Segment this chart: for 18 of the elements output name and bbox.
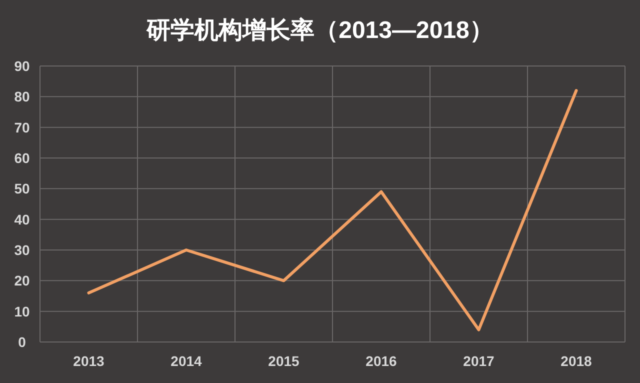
line-series: [87, 89, 578, 332]
x-tick-label: 2018: [560, 353, 592, 369]
x-tick-label: 2014: [170, 353, 202, 369]
x-tick-label: 2016: [366, 353, 398, 369]
x-tick-label: 2017: [463, 353, 495, 369]
y-tick-label: 90: [14, 58, 30, 74]
y-tick-label: 10: [14, 303, 30, 320]
y-tick-label: 70: [14, 119, 30, 136]
y-tick-label: 0: [18, 334, 26, 350]
y-tick-label: 50: [14, 180, 30, 197]
y-tick-label: 30: [14, 242, 30, 258]
x-tick-label: 2013: [73, 353, 105, 369]
y-tick-label: 20: [14, 272, 30, 289]
y-tick-label: 80: [14, 88, 30, 105]
y-tick-label: 60: [14, 150, 30, 166]
y-tick-label: 40: [14, 211, 30, 228]
x-tick-label: 2015: [268, 353, 300, 369]
chart-title: 研学机构增长率（2013—2018）: [146, 17, 494, 44]
